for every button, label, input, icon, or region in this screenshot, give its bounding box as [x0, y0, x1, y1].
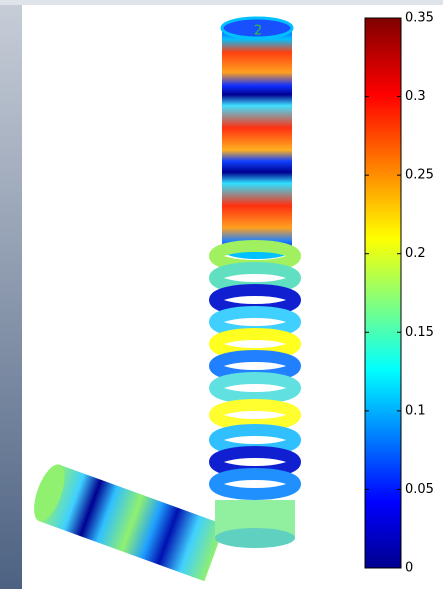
side-strip: [0, 0, 22, 589]
tick-label: 0.3: [405, 89, 426, 104]
tick-label: 0.1: [405, 403, 426, 418]
colorbar: [365, 18, 401, 568]
node-label: 2: [254, 24, 262, 39]
tick-label: 0.25: [405, 168, 434, 183]
tick-label: 0.05: [405, 482, 434, 497]
tick-label: 0: [405, 561, 413, 576]
tick-label: 0.15: [405, 325, 434, 340]
page: 2 00.050.10.150.20.250.30.35 (() => { co…: [0, 0, 443, 589]
tick-label: 0.2: [405, 246, 426, 261]
top-strip: [0, 0, 443, 5]
tick-label: 0.35: [405, 11, 434, 26]
figure: 2 0 0.05 0.1 0.15 0.2 0.25 0.3 0.35: [0, 0, 443, 589]
